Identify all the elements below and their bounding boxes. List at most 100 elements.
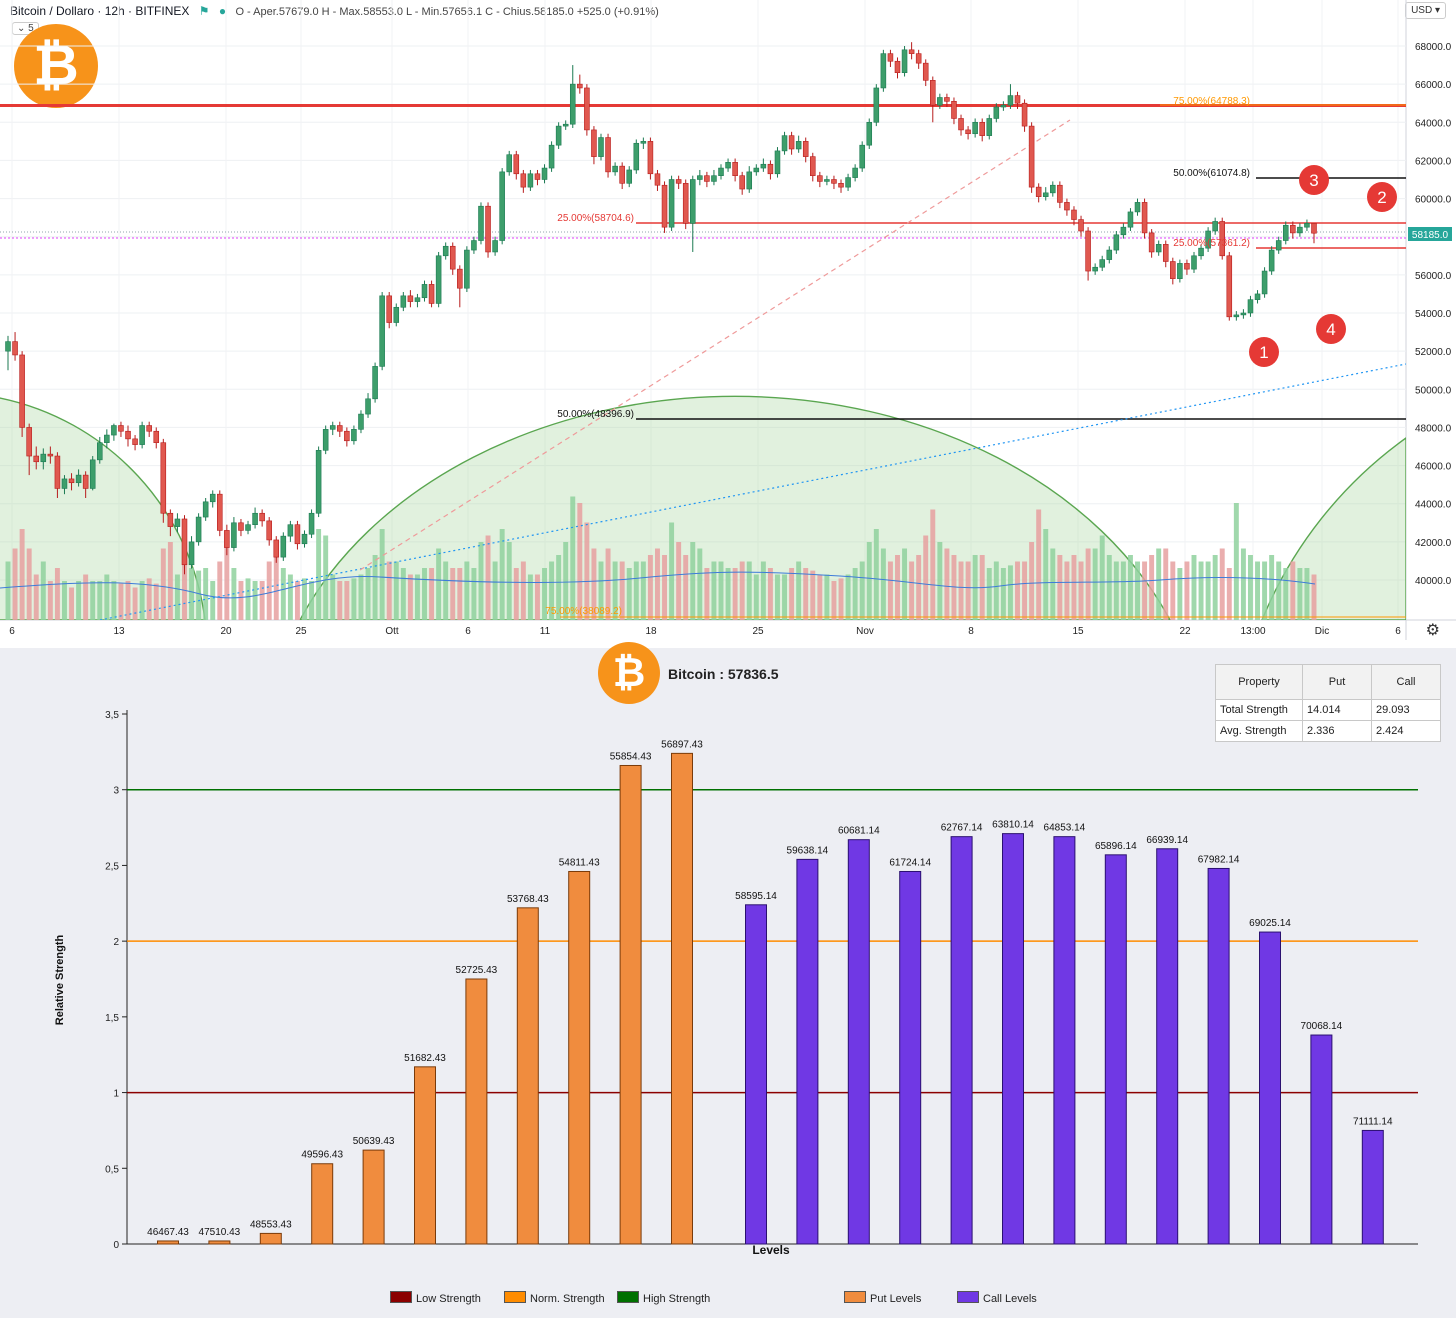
price-tick-label: 50000.0 bbox=[1415, 385, 1452, 396]
volume-bar bbox=[937, 542, 943, 620]
candle bbox=[273, 536, 280, 563]
volume-bar bbox=[287, 574, 293, 620]
candle bbox=[937, 93, 943, 109]
volume-bar bbox=[1240, 548, 1246, 620]
candle bbox=[1297, 223, 1303, 237]
symbol-label[interactable]: Bitcoin / Dollaro · 12h · BITFINEX bbox=[10, 4, 190, 18]
legend-item-low[interactable]: Low Strength bbox=[390, 1291, 481, 1305]
volume-bar bbox=[54, 568, 60, 620]
candle bbox=[160, 438, 167, 523]
volume-bar bbox=[471, 568, 477, 620]
volume-bar bbox=[718, 561, 724, 620]
candle bbox=[810, 152, 816, 182]
volume-bar bbox=[69, 587, 75, 620]
legend-item-call[interactable]: Call Levels bbox=[957, 1291, 1037, 1305]
candle bbox=[224, 524, 230, 556]
legend-item-put[interactable]: Put Levels bbox=[844, 1291, 921, 1305]
fib-label-upper-50: 50.00%(61074.8) bbox=[1173, 168, 1250, 179]
candle bbox=[1092, 263, 1098, 275]
time-tick-label: 6 bbox=[1395, 626, 1401, 637]
volume-bar bbox=[753, 574, 759, 620]
candle bbox=[329, 421, 336, 436]
candle bbox=[873, 84, 880, 127]
currency-select[interactable]: USD ▾ bbox=[1405, 2, 1446, 19]
volume-bar bbox=[986, 568, 992, 620]
candle bbox=[1000, 101, 1007, 111]
volume-bar bbox=[612, 561, 618, 620]
candle bbox=[428, 280, 435, 308]
call-bar-label: 62767.14 bbox=[941, 823, 983, 834]
volume-bar bbox=[90, 581, 96, 620]
volume-bar bbox=[534, 574, 540, 620]
legend-label: High Strength bbox=[643, 1293, 711, 1305]
candle bbox=[308, 509, 315, 539]
call-bar bbox=[1310, 1034, 1333, 1245]
candle bbox=[845, 173, 851, 191]
candle bbox=[1085, 227, 1091, 281]
y-tick-label: 2,5 bbox=[105, 861, 119, 872]
volume-bar bbox=[852, 568, 858, 620]
candle bbox=[174, 513, 181, 533]
volume-bar bbox=[633, 561, 639, 620]
candle bbox=[478, 202, 484, 245]
fib-label-upper-25-right: 25.00%(57361.2) bbox=[1173, 238, 1250, 249]
table-row: Avg. Strength 2.336 2.424 bbox=[1215, 720, 1441, 742]
candle bbox=[167, 509, 174, 537]
volume-bar bbox=[662, 555, 668, 620]
volume-bar bbox=[436, 548, 442, 620]
candle bbox=[781, 131, 788, 155]
candle bbox=[379, 292, 385, 371]
put-bar bbox=[311, 1163, 334, 1245]
legend-item-high[interactable]: High Strength bbox=[617, 1291, 710, 1305]
candlestick-chart[interactable]: 75.00%(64788.3) 50.00%(61074.8) 25.00%(5… bbox=[0, 0, 1456, 648]
volume-bar bbox=[1092, 548, 1098, 620]
y-tick-label: 0,5 bbox=[105, 1164, 119, 1175]
y-tick-label: 1 bbox=[113, 1089, 119, 1100]
volume-bar bbox=[1276, 561, 1282, 620]
candle bbox=[541, 164, 548, 184]
volume-bar bbox=[1184, 561, 1190, 620]
volume-bar bbox=[1247, 555, 1253, 620]
candle bbox=[104, 429, 110, 449]
volume-bar bbox=[1064, 561, 1070, 620]
candle bbox=[555, 122, 562, 149]
candle bbox=[1028, 122, 1035, 193]
call-bar bbox=[796, 858, 819, 1245]
volume-bar bbox=[895, 555, 900, 620]
volume-bar bbox=[5, 561, 11, 620]
call-bar-label: 64853.14 bbox=[1044, 823, 1086, 834]
candle bbox=[499, 168, 505, 245]
candle bbox=[647, 137, 654, 180]
volume-bar bbox=[739, 561, 745, 620]
candle bbox=[817, 171, 823, 188]
price-tick-label: 40000.0 bbox=[1415, 576, 1452, 587]
volume-bar bbox=[1191, 555, 1197, 620]
put-bar bbox=[619, 764, 642, 1245]
candle bbox=[1134, 198, 1141, 216]
candle bbox=[1205, 227, 1211, 252]
gear-icon[interactable]: ⚙ bbox=[1425, 622, 1440, 639]
candle bbox=[351, 425, 357, 445]
candle bbox=[774, 147, 781, 178]
marker-4: 4 bbox=[1316, 314, 1346, 344]
candle bbox=[485, 202, 491, 258]
put-bar-label: 47510.43 bbox=[199, 1227, 241, 1238]
volume-bar bbox=[252, 581, 258, 620]
legend-swatch bbox=[844, 1291, 866, 1303]
volume-bar bbox=[104, 574, 110, 620]
call-bar bbox=[950, 836, 973, 1245]
candle bbox=[704, 171, 710, 188]
candle bbox=[280, 532, 287, 561]
legend-label: Low Strength bbox=[416, 1293, 481, 1305]
candle bbox=[47, 446, 54, 464]
put-bar-label: 52725.43 bbox=[456, 965, 498, 976]
time-axis-labels: 6 13 20 25 Ott 6 11 18 25 Nov 8 15 22 13:00 Dic 6 bbox=[9, 626, 1401, 637]
candle bbox=[40, 448, 47, 470]
legend-item-normal[interactable]: Norm. Strength bbox=[504, 1291, 605, 1305]
volume-bar bbox=[1085, 548, 1091, 620]
volume-bar bbox=[393, 561, 399, 620]
put-bar-label: 49596.43 bbox=[301, 1150, 343, 1161]
time-tick-label: Nov bbox=[856, 626, 874, 637]
volume-bar bbox=[810, 570, 816, 620]
candles bbox=[5, 42, 1317, 575]
